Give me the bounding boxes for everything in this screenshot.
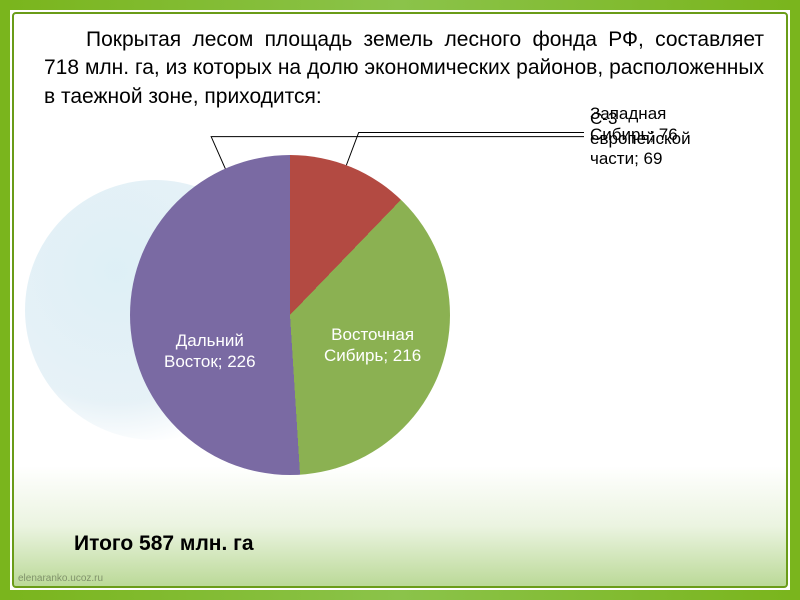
pie-graphic <box>130 155 450 475</box>
watermark: elenaranko.ucoz.ru <box>18 573 103 584</box>
description-text: Покрытая лесом площадь земель лесного фо… <box>44 26 764 111</box>
pie-chart: Восточная Сибирь; 216 Дальний Восток; 22… <box>130 155 450 475</box>
ext-label-western-siberia: ЗападнаяСибирь; 76 <box>590 104 678 145</box>
total-text: Итого 587 млн. га <box>74 532 254 556</box>
